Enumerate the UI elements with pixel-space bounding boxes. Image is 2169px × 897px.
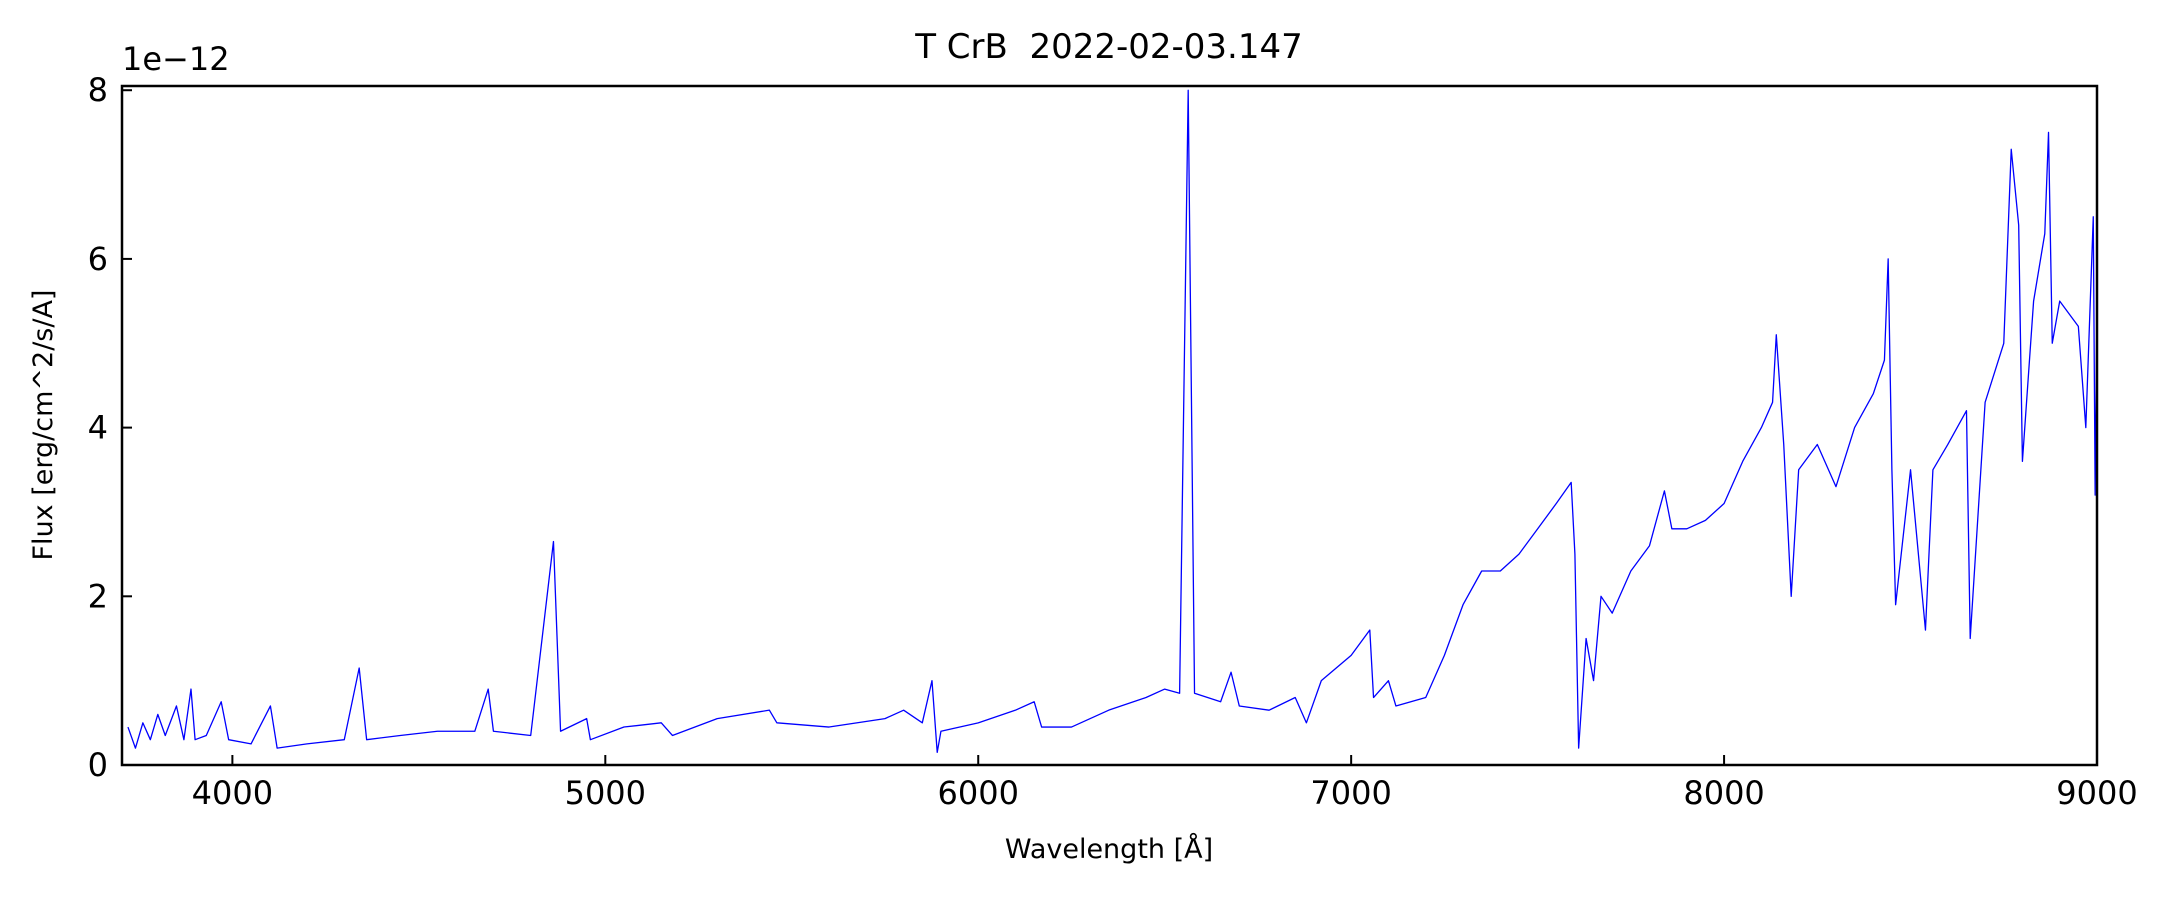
- x-tick-label: 5000: [565, 774, 646, 812]
- y-tick-label: 8: [88, 71, 108, 109]
- x-tick-label: 4000: [192, 774, 273, 812]
- y-axis-label: Flux [erg/cm^2/s/A]: [28, 290, 59, 561]
- y-tick-label: 6: [88, 240, 108, 278]
- y-tick-label: 2: [88, 577, 108, 615]
- x-axis-label: Wavelength [Å]: [1005, 833, 1213, 865]
- x-tick-label: 9000: [2056, 774, 2137, 812]
- spectrum-line: [127, 89, 2098, 753]
- x-tick-label: 7000: [1310, 774, 1391, 812]
- plot-frame: [120, 84, 2099, 767]
- x-tick-label: 6000: [938, 774, 1019, 812]
- x-tick-label: 8000: [1683, 774, 1764, 812]
- y-tick-label: 4: [88, 409, 108, 447]
- chart-title: T CrB 2022-02-03.147: [914, 27, 1303, 67]
- y-offset-label: 1e−12: [122, 40, 230, 78]
- y-tick-label: 0: [88, 746, 108, 784]
